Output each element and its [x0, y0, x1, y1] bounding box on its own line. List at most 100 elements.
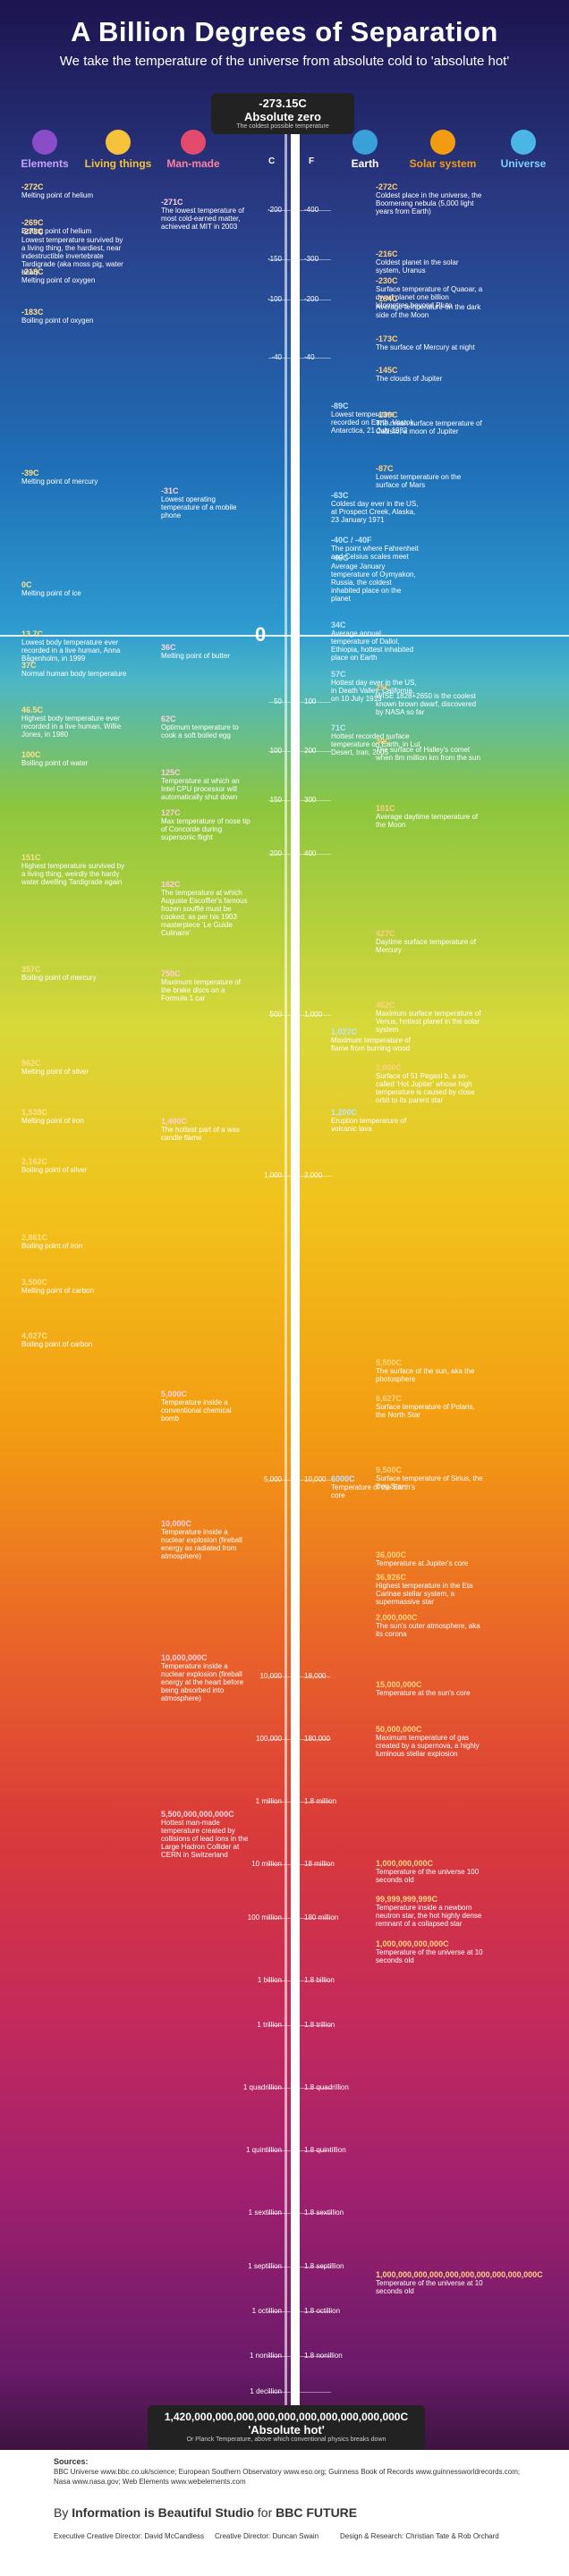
fact-temperature: -218C	[21, 267, 44, 276]
celsius-tick: 50	[274, 697, 282, 705]
celsius-tick: 500	[269, 1010, 282, 1018]
category-solar-system: Solar system	[407, 130, 479, 170]
fact-temperature: 2,861C	[21, 1233, 48, 1242]
fact-mid: 1,400C The hottest part of a wax candle f…	[161, 1118, 251, 1143]
fact-right: 1,000C Surface of 51 Pegasi b, a so-calle…	[376, 1064, 483, 1105]
fact-mid: 750C Maximum temperature of the brake dis…	[161, 969, 251, 1003]
fact-temperature: 13.7C	[21, 629, 44, 638]
atom-icon	[32, 130, 57, 155]
credit-design: Design & Research: Christian Tate & Rob …	[340, 2532, 499, 2540]
fact-earth: -40C / -40F The point where Fahrenheit an…	[331, 536, 420, 562]
fact-right: 1,000,000,000,000C Temperature of the uni…	[376, 1940, 483, 1965]
thermometer-axis-shadow	[284, 116, 287, 2441]
fact-description: Highest temperature in the Eta Carinae s…	[376, 1582, 473, 1606]
fact-temperature: 36C	[161, 643, 176, 652]
tick-line	[268, 1480, 331, 1481]
category-elements: Elements	[9, 130, 81, 170]
fahrenheit-tick: -40	[304, 353, 315, 361]
fact-description: Lowest temperature recorded on Earth, Vo…	[331, 410, 416, 435]
fact-description: Melting point of butter	[161, 652, 230, 660]
fahrenheit-tick: 100	[304, 697, 317, 705]
fact-temperature: 2,000,000C	[376, 1613, 418, 1622]
fact-description: Daytime surface temperature of Mercury	[376, 938, 477, 954]
fact-right: 427C Daytime surface temperature of Mercu…	[376, 930, 483, 955]
fact-temperature: -63C	[331, 491, 349, 500]
fact-description: Temperature inside a nuclear explosion (…	[161, 1662, 244, 1702]
fact-description: Temperature inside a nuclear explosion (…	[161, 1528, 242, 1560]
tick-line	[268, 2392, 331, 2393]
fact-description: Temperature of the universe at 10 second…	[376, 1948, 483, 1964]
fact-temperature: -31C	[161, 486, 179, 495]
fact-description: Temperature of the Earth's core	[331, 1483, 416, 1499]
fact-description: Boiling point of iron	[21, 1242, 83, 1250]
fahrenheit-tick: 2,000	[304, 1171, 323, 1179]
celsius-tick: 1 quadrillion	[242, 2083, 282, 2091]
brand-studio: Information is Beautiful Studio	[72, 2505, 255, 2520]
fact-temperature: 962C	[21, 1059, 41, 1068]
tick-line	[268, 1176, 331, 1177]
fact-description: The mean surface temperature of Callisto…	[376, 419, 482, 435]
fact-right: 25C WISE 1828+2650 is the coolest known b…	[376, 684, 483, 717]
fact-mid: -271C The lowest temperature of most cold…	[161, 198, 251, 232]
tick-line	[268, 210, 331, 211]
fact-earth: -89C Lowest temperature recorded on Earth…	[331, 402, 420, 435]
tick-line	[268, 2150, 331, 2151]
fact-temperature: -46C	[331, 553, 349, 562]
fact-right: 36,000C Temperature at Jupiter's core	[376, 1551, 483, 1568]
fact-description: Boiling point of carbon	[21, 1340, 93, 1348]
fahrenheit-tick: 1.8 million	[304, 1797, 337, 1805]
celsius-tick: 100	[269, 747, 282, 755]
fact-description: Maximum temperature of gas created by a …	[376, 1734, 480, 1758]
fact-mid: 10,000C Temperature inside a nuclear expl…	[161, 1520, 251, 1561]
fact-left: 357C Boiling point of mercury	[21, 966, 129, 983]
tick-line	[268, 2088, 331, 2089]
page-subtitle: We take the temperature of the universe …	[59, 54, 510, 69]
tick-line	[268, 2267, 331, 2268]
tick-line	[268, 1739, 331, 1740]
tick-line	[268, 2311, 331, 2312]
fact-temperature: 151C	[21, 853, 41, 862]
fact-mid: 5,500,000,000,000C Hottest man-made tempe…	[161, 1810, 251, 1860]
fact-temperature: 1,027C	[331, 1027, 358, 1036]
fact-description: Lowest temperature survived by a living …	[21, 236, 123, 276]
fact-description: WISE 1828+2650 is the coolest known brow…	[376, 692, 477, 716]
celsius-tick: 1 billion	[257, 1976, 282, 1984]
fact-description: Surface of 51 Pegasi b, a so-called 'Hot…	[376, 1072, 475, 1104]
fact-description: The clouds of Jupiter	[376, 375, 443, 383]
fact-mid: 5,000C Temperature inside a conventional …	[161, 1390, 251, 1423]
fact-temperature: 5,500,000,000,000C	[161, 1810, 234, 1819]
fact-temperature: -173C	[376, 334, 398, 343]
fact-mid: 162C The temperature at which Auguste Esc…	[161, 880, 251, 938]
fact-temperature: 162C	[161, 880, 181, 889]
celsius-tick: 100,000	[256, 1735, 282, 1743]
fact-description: Hottest recorded surface temperature on …	[331, 732, 420, 756]
fact-temperature: 62C	[161, 714, 176, 723]
tick-line	[268, 1802, 331, 1803]
fact-temperature: 101C	[376, 804, 395, 813]
category-earth: Earth	[329, 130, 401, 170]
celsius-tick: 1 octillion	[251, 2307, 282, 2315]
fahrenheit-tick: -200	[304, 295, 319, 303]
fact-temperature: 6000C	[331, 1474, 355, 1483]
fahrenheit-tick: 18,000	[304, 1672, 327, 1680]
fact-right: -216C Coldest planet in the solar system,…	[376, 250, 483, 275]
fact-description: The surface of the sun, aka the photosph…	[376, 1367, 475, 1383]
tick-line	[268, 259, 331, 260]
fact-left: -269C Boiling point of helium	[21, 219, 129, 236]
credit-exec: Executive Creative Director: David McCan…	[54, 2532, 205, 2540]
tick-line	[268, 800, 331, 801]
fact-right: 15,000,000C Temperature at the sun's core	[376, 1681, 483, 1698]
fact-temperature: -145C	[376, 366, 398, 375]
fact-temperature: 71C	[331, 723, 346, 732]
fact-temperature: 6,627C	[376, 1394, 403, 1403]
fact-mid: 62C Optimum temperature to cook a soft bo…	[161, 714, 251, 740]
fact-description: Temperature at Jupiter's core	[376, 1559, 469, 1567]
category-label: Universe	[500, 157, 547, 170]
fact-description: Melting point of helium	[21, 191, 94, 199]
fact-temperature: 34C	[331, 621, 346, 629]
celsius-tick: 200	[269, 849, 282, 857]
fact-temperature: 100C	[21, 750, 41, 759]
fact-temperature: 750C	[161, 969, 181, 978]
category-label: Earth	[351, 157, 379, 170]
fact-left: 4,027C Boiling point of carbon	[21, 1332, 129, 1349]
